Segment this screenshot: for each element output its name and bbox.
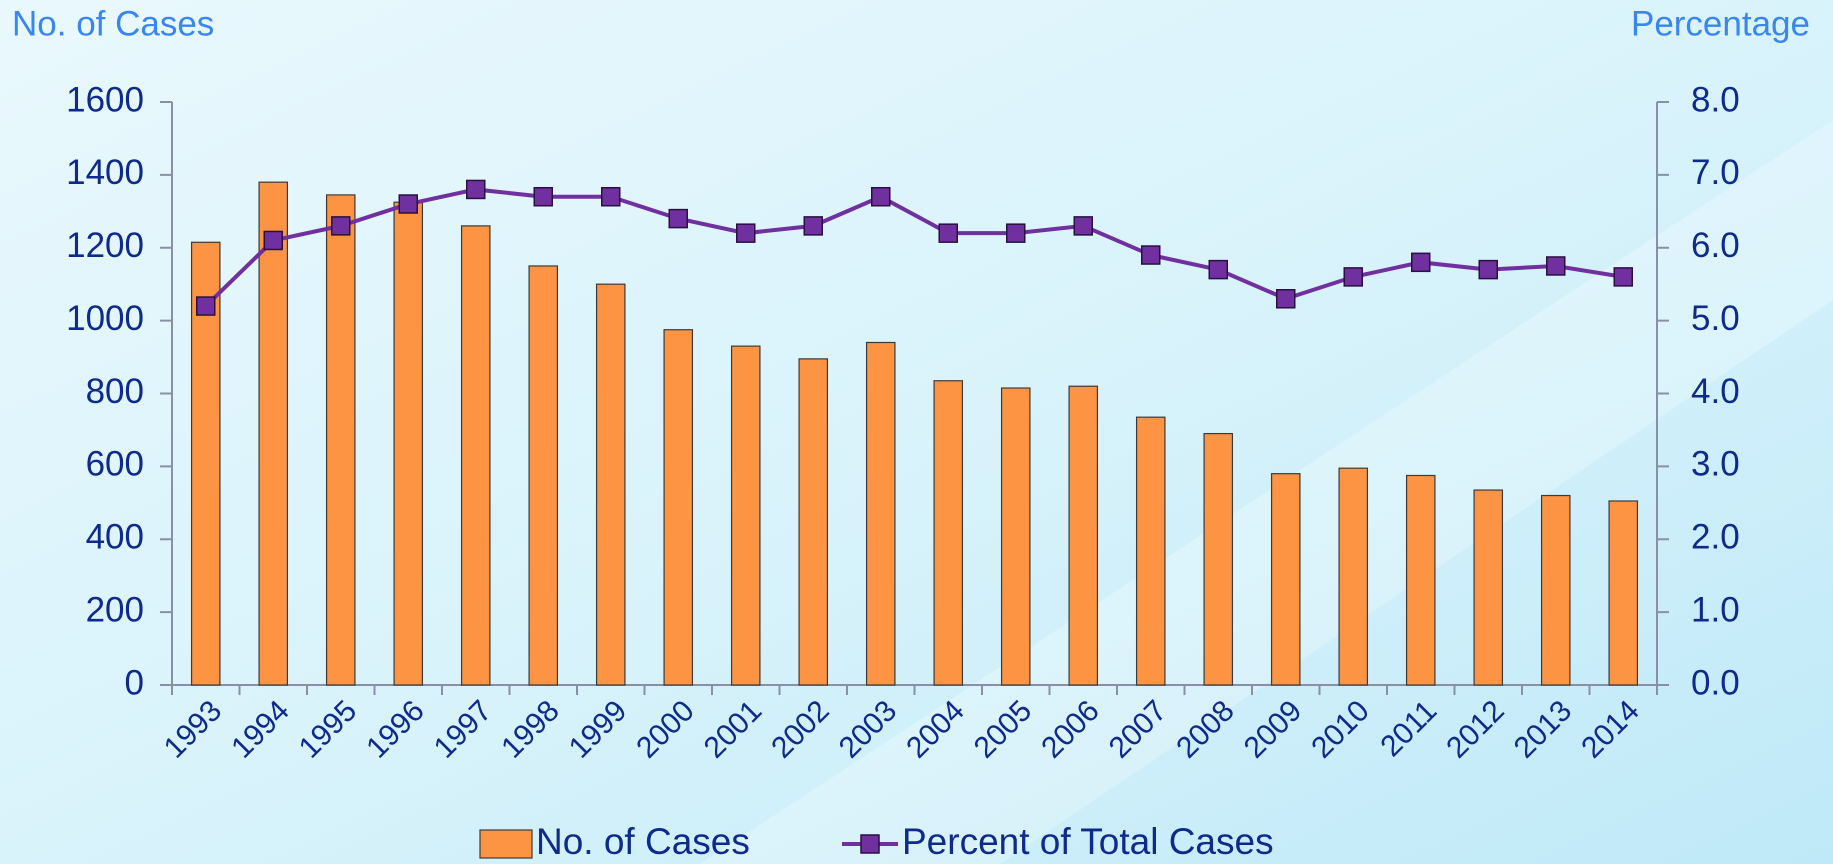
bar bbox=[258, 181, 289, 686]
bar bbox=[1000, 387, 1031, 686]
bar bbox=[1270, 473, 1301, 686]
marker bbox=[601, 186, 621, 207]
marker bbox=[1141, 245, 1161, 265]
bar bbox=[393, 201, 424, 686]
y2-tick-label: 3.0 bbox=[1691, 445, 1740, 484]
line bbox=[204, 187, 1624, 308]
bar bbox=[1135, 416, 1166, 686]
marker bbox=[736, 223, 756, 243]
y2-tick-label: 2.0 bbox=[1691, 518, 1740, 557]
y2-tick-label: 4.0 bbox=[1691, 372, 1740, 411]
legend-label: No. of Cases bbox=[536, 821, 750, 862]
y-axis-title: No. of Cases bbox=[12, 4, 214, 43]
marker bbox=[331, 216, 351, 236]
bar bbox=[595, 283, 626, 686]
marker bbox=[668, 208, 688, 229]
y2-axis-title: Percentage bbox=[1631, 4, 1810, 43]
marker bbox=[398, 194, 418, 214]
y-tick-label: 800 bbox=[86, 372, 144, 411]
y-tick-label: 600 bbox=[86, 445, 144, 484]
bar bbox=[730, 345, 761, 686]
bar bbox=[528, 265, 559, 686]
bar bbox=[933, 380, 964, 686]
bar bbox=[1405, 474, 1436, 686]
marker bbox=[466, 179, 486, 200]
y-tick-label: 1000 bbox=[66, 299, 144, 338]
y-tick-label: 1600 bbox=[66, 80, 144, 119]
marker bbox=[1411, 252, 1431, 273]
marker bbox=[938, 223, 958, 243]
marker bbox=[1343, 267, 1363, 287]
bar bbox=[798, 358, 829, 686]
legend-swatch bbox=[479, 829, 533, 859]
y-tick-label: 400 bbox=[86, 518, 144, 557]
y2-tick-label: 5.0 bbox=[1691, 299, 1740, 338]
marker bbox=[1478, 259, 1498, 280]
bar bbox=[1068, 385, 1099, 686]
bar bbox=[1540, 494, 1571, 686]
marker bbox=[1276, 289, 1296, 309]
bar bbox=[1608, 500, 1639, 686]
bar bbox=[190, 241, 221, 686]
y-tick-label: 1200 bbox=[66, 226, 144, 265]
y2-tick-label: 0.0 bbox=[1691, 663, 1740, 702]
bar bbox=[1473, 489, 1504, 686]
marker bbox=[533, 186, 553, 207]
y-tick-label: 1400 bbox=[66, 153, 144, 192]
legend-marker bbox=[860, 834, 880, 854]
y2-tick-label: 8.0 bbox=[1691, 80, 1740, 119]
marker bbox=[263, 230, 283, 251]
bar bbox=[1203, 432, 1234, 686]
marker bbox=[1613, 267, 1633, 287]
marker bbox=[1073, 216, 1093, 236]
y2-tick-label: 7.0 bbox=[1691, 153, 1740, 192]
bar bbox=[1338, 467, 1369, 686]
legend-label: Percent of Total Cases bbox=[902, 821, 1274, 862]
decor bbox=[700, 120, 1833, 864]
bar bbox=[460, 225, 491, 686]
y-tick-label: 200 bbox=[86, 590, 144, 629]
marker bbox=[803, 216, 823, 236]
marker bbox=[196, 296, 216, 316]
bar bbox=[865, 341, 896, 686]
marker bbox=[1208, 259, 1228, 280]
y2-tick-label: 1.0 bbox=[1691, 590, 1740, 629]
marker bbox=[1006, 223, 1026, 243]
marker bbox=[1546, 256, 1566, 276]
bar bbox=[325, 194, 356, 686]
y-tick-label: 0 bbox=[125, 663, 144, 702]
marker bbox=[871, 186, 891, 207]
y2-tick-label: 6.0 bbox=[1691, 226, 1740, 265]
bar bbox=[663, 329, 694, 686]
